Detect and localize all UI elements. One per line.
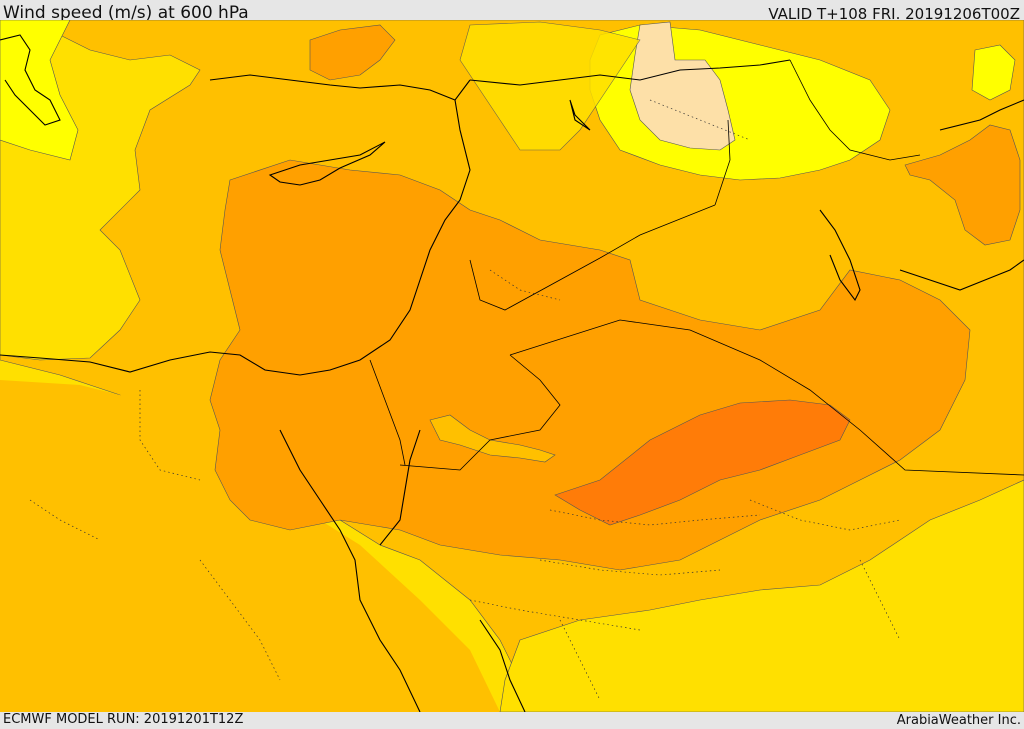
map-canvas [0,20,1024,712]
header-bar: Wind speed (m/s) at 600 hPa VALID T+108 … [0,0,1024,23]
band-lightest-north [629,21,736,151]
borders [369,59,1024,476]
credit-label: ArabiaWeather Inc. [896,713,1021,728]
band-gold-north [459,21,641,151]
band-yellow-northwest [0,20,79,161]
footer-bar: ECMWF MODEL RUN: 20191201T12Z ArabiaWeat… [0,712,1024,729]
band-gold-south [499,479,1024,712]
band-orange-north-patch [309,24,396,81]
band-yellow-northeast [971,44,1016,101]
band-dark-orange-core [554,399,851,526]
province-lines [29,99,901,701]
map-title: Wind speed (m/s) at 600 hPa [3,3,249,23]
wind-speed-map [0,20,1024,712]
band-orange-iran [904,124,1021,246]
coastlines [0,34,1024,712]
valid-time-label: VALID T+108 FRI. 20191206T00Z [768,5,1020,23]
band-amber-island [429,414,556,463]
model-run-label: ECMWF MODEL RUN: 20191201T12Z [3,712,244,727]
band-gold-southwest [0,550,350,712]
band-orange-levant [209,159,971,571]
